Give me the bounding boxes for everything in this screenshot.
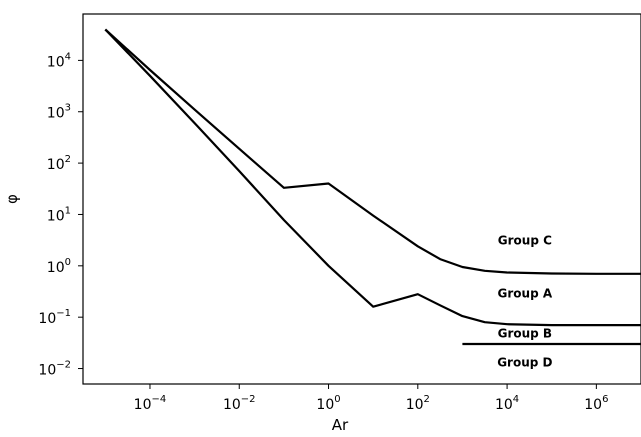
x-tick-label: 104 xyxy=(495,394,519,413)
series-line-2 xyxy=(104,28,641,275)
annotation-label: Group C xyxy=(498,234,552,248)
y-tick-label: 10−1 xyxy=(38,308,71,327)
x-tick-label: 100 xyxy=(316,394,340,413)
y-tick-label: 100 xyxy=(47,257,71,276)
series-line-1 xyxy=(104,28,641,327)
x-axis-ticks: 10−4 10−2 100 102 104 106 xyxy=(134,384,608,413)
series-lines xyxy=(104,28,641,346)
annotation-label: Group A xyxy=(498,287,553,301)
y-tick-label: 104 xyxy=(47,51,71,70)
y-tick-label: 101 xyxy=(47,205,71,224)
x-tick-label: 106 xyxy=(584,394,608,413)
plot-frame xyxy=(82,13,641,385)
annotations: Group C Group A Group B Group D xyxy=(497,234,553,370)
y-tick-label: 103 xyxy=(47,103,71,122)
y-tick-label: 102 xyxy=(47,154,71,173)
x-axis-label: Ar xyxy=(332,416,349,434)
x-tick-label: 102 xyxy=(406,394,430,413)
x-tick-label: 10−4 xyxy=(134,394,167,413)
y-axis-label: φ xyxy=(3,194,21,204)
y-tick-label: 10−2 xyxy=(38,360,71,379)
annotation-label: Group B xyxy=(498,327,552,341)
y-axis-ticks: 104 103 102 101 100 10−1 10−2 xyxy=(38,51,83,379)
annotation-label: Group D xyxy=(497,355,552,369)
x-tick-label: 10−2 xyxy=(223,394,256,413)
